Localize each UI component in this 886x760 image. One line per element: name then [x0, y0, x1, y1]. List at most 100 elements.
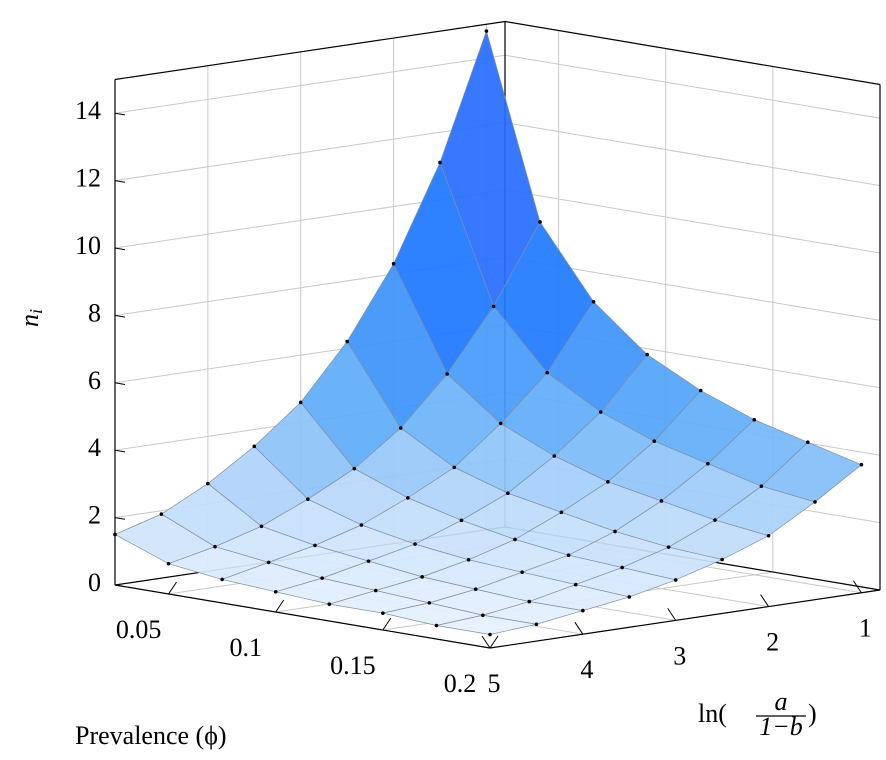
x-tick-label: 0.05 [116, 615, 162, 644]
x-tick-label: 0.15 [330, 651, 376, 680]
z-tick-label: 12 [75, 164, 101, 193]
data-point [713, 518, 717, 522]
y-tick [574, 621, 584, 635]
data-point [598, 410, 603, 414]
data-point [484, 29, 489, 33]
z-tick [114, 112, 126, 116]
x-tick [275, 599, 285, 613]
data-point [434, 623, 439, 628]
y-label-num: a [775, 687, 788, 716]
z-label-sub: i [26, 309, 46, 314]
data-point [359, 523, 364, 527]
data-point [752, 417, 757, 422]
data-point [413, 542, 417, 546]
z-tick-label: 8 [88, 298, 101, 327]
data-point [327, 602, 332, 606]
data-point [298, 400, 303, 405]
data-point [613, 529, 617, 534]
data-point [573, 582, 578, 587]
y-tick [667, 608, 677, 621]
axis-frame [114, 20, 506, 81]
z-tick-label: 2 [88, 501, 101, 530]
data-point [552, 454, 557, 458]
z-tick-label: 0 [88, 568, 101, 597]
data-point [559, 510, 564, 515]
data-point [488, 632, 492, 637]
y-tick [853, 580, 862, 594]
z-tick [114, 247, 126, 251]
data-point [381, 611, 385, 615]
data-point [591, 299, 596, 304]
data-point [391, 262, 396, 266]
data-point [491, 304, 496, 309]
x-tick-label: 0.2 [444, 669, 477, 698]
data-point [420, 575, 424, 579]
z-tick [114, 449, 126, 453]
z-tick [114, 517, 126, 520]
data-point [373, 588, 378, 593]
data-point [398, 426, 403, 430]
data-point [459, 518, 464, 523]
y-axis-label: ln( a 1−b ) [698, 687, 817, 741]
data-point [427, 601, 432, 605]
axis-frame [114, 584, 491, 649]
data-point [581, 608, 585, 613]
data-point [645, 352, 649, 357]
data-point [220, 577, 224, 582]
axis-frame [489, 589, 881, 649]
y-tick-label: 3 [673, 641, 686, 670]
grid-line [504, 122, 881, 187]
y-label-close: ) [808, 699, 817, 728]
data-point [366, 559, 371, 563]
y-tick [481, 635, 491, 649]
data-point [759, 484, 764, 488]
data-point [159, 512, 164, 516]
data-point [627, 595, 632, 599]
data-point [452, 465, 457, 470]
data-point [766, 534, 771, 538]
y-tick-label: 1 [859, 614, 872, 643]
data-point [859, 462, 864, 467]
grid-line [114, 54, 506, 114]
x-axis-label: Prevalence (ϕ) [75, 721, 227, 750]
grid-line [504, 54, 881, 119]
data-point [520, 570, 524, 575]
grid-line [504, 189, 881, 254]
y-tick-label: 2 [766, 628, 779, 657]
data-point [266, 560, 271, 565]
data-point [252, 444, 257, 449]
axis-frame [504, 20, 881, 86]
data-point [166, 561, 171, 566]
data-point [306, 497, 310, 501]
data-point [652, 439, 657, 444]
z-tick-label: 4 [88, 433, 101, 462]
data-point [545, 370, 549, 375]
data-point [620, 565, 624, 570]
data-point [513, 537, 517, 542]
z-tick [114, 584, 126, 588]
z-tick [114, 382, 126, 385]
y-tick [760, 594, 769, 607]
data-point [534, 622, 539, 627]
surface [113, 29, 864, 637]
data-point [673, 578, 678, 582]
data-point [606, 480, 610, 484]
z-tick [114, 180, 126, 183]
z-tick-label: 6 [88, 366, 101, 395]
data-point [498, 421, 503, 426]
x-tick-label: 0.1 [229, 633, 262, 662]
grid-line [114, 122, 506, 182]
data-point [313, 543, 317, 548]
data-point [445, 372, 449, 376]
data-point [566, 553, 571, 558]
z-tick [114, 314, 126, 318]
data-point [273, 589, 278, 594]
data-point [481, 613, 485, 618]
data-point [666, 545, 671, 549]
data-point [720, 557, 724, 562]
data-point [659, 499, 664, 503]
data-point [506, 491, 510, 496]
data-point [466, 558, 471, 562]
